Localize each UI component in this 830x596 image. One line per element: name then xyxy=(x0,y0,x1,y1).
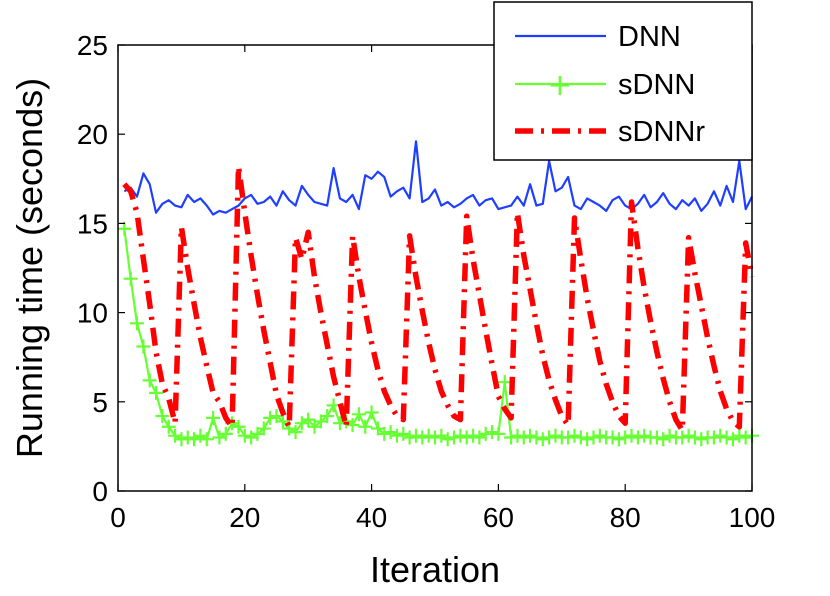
y-tick-label: 15 xyxy=(77,208,108,239)
data-point-sdnn xyxy=(637,428,652,443)
data-point-sdnn xyxy=(263,410,278,425)
data-point-sdnn xyxy=(478,426,493,441)
data-point-sdnn xyxy=(199,432,214,447)
series-line-dnn xyxy=(123,140,753,216)
data-point-sdnn xyxy=(459,430,474,445)
legend-label-sdnnr: sDNNr xyxy=(618,116,705,148)
data-point-sdnn xyxy=(548,428,563,443)
data-point-sdnn xyxy=(535,432,550,447)
data-point-sdnn xyxy=(358,419,373,434)
data-point-sdnn xyxy=(580,432,595,447)
data-point-sdnn xyxy=(516,430,531,445)
data-point-sdnn xyxy=(523,428,538,443)
data-point-sdnn xyxy=(485,425,500,440)
data-point-sdnn xyxy=(573,430,588,445)
data-point-sdnn xyxy=(706,430,721,445)
data-point-sdnn xyxy=(611,432,626,447)
y-tick-label: 10 xyxy=(77,298,108,329)
data-point-sdnn xyxy=(288,425,303,440)
data-point-sdnn xyxy=(345,417,360,432)
data-point-sdnn xyxy=(694,432,709,447)
data-point-sdnn xyxy=(687,430,702,445)
x-tick-label: 40 xyxy=(356,502,387,533)
data-point-sdnn xyxy=(389,428,404,443)
data-point-sdnn xyxy=(275,414,290,429)
data-point-sdnn xyxy=(136,339,151,354)
data-point-sdnn xyxy=(529,430,544,445)
data-point-sdnn xyxy=(440,432,455,447)
data-point-sdnn xyxy=(466,428,481,443)
data-point-sdnn xyxy=(732,428,747,443)
data-point-sdnn xyxy=(510,428,525,443)
data-point-sdnn xyxy=(542,430,557,445)
data-point-sdnn xyxy=(618,430,633,445)
data-point-sdnn xyxy=(675,430,690,445)
x-tick-label: 100 xyxy=(729,502,776,533)
data-point-sdnn xyxy=(402,430,417,445)
data-point-sdnn xyxy=(237,428,252,443)
legend-label-dnn: DNN xyxy=(618,21,681,53)
data-point-sdnn xyxy=(123,271,138,286)
data-point-sdnn xyxy=(155,409,170,424)
x-tick-label: 60 xyxy=(483,502,514,533)
data-point-sdnn xyxy=(491,426,506,441)
data-point-sdnn xyxy=(605,430,620,445)
data-point-sdnn xyxy=(630,430,645,445)
data-point-sdnn xyxy=(738,430,753,445)
data-point-sdnn xyxy=(662,428,677,443)
data-point-sdnn xyxy=(149,385,164,400)
data-point-sdnn xyxy=(256,421,271,436)
data-point-sdnn xyxy=(447,430,462,445)
data-point-sdnn xyxy=(649,430,664,445)
data-point-sdnn xyxy=(301,412,316,427)
data-point-sdnn xyxy=(567,428,582,443)
data-point-sdnn xyxy=(713,428,728,443)
y-tick-label: 0 xyxy=(92,476,108,507)
data-point-sdnn xyxy=(561,430,576,445)
data-point-sdnn xyxy=(218,426,233,441)
data-point-sdnn xyxy=(320,409,335,424)
legend: DNN + sDNN sDNNr xyxy=(493,1,753,161)
data-point-sdnn xyxy=(624,428,639,443)
data-point-sdnn xyxy=(180,430,195,445)
y-axis-label: Running time (seconds) xyxy=(9,78,50,458)
data-point-sdnn xyxy=(130,316,145,331)
data-point-sdnn xyxy=(504,430,519,445)
data-point-sdnn xyxy=(364,405,379,420)
data-point-sdnn xyxy=(117,221,132,236)
series-layer xyxy=(117,140,759,447)
data-point-sdnn xyxy=(161,419,176,434)
x-tick-label: 0 xyxy=(110,502,126,533)
data-point-sdnn xyxy=(719,430,734,445)
y-tick-label: 20 xyxy=(77,119,108,150)
data-point-sdnn xyxy=(586,430,601,445)
data-point-sdnn xyxy=(453,428,468,443)
legend-marker-sdnn: + xyxy=(547,68,572,103)
data-point-sdnn xyxy=(351,407,366,422)
data-point-sdnn xyxy=(408,428,423,443)
x-tick-label: 80 xyxy=(610,502,641,533)
data-point-sdnn xyxy=(377,426,392,441)
y-tick-label: 5 xyxy=(92,387,108,418)
legend-label-sdnn: sDNN xyxy=(618,69,695,101)
data-point-sdnn xyxy=(592,428,607,443)
data-point-sdnn xyxy=(428,430,442,445)
data-point-sdnn xyxy=(681,428,696,443)
legend-box xyxy=(493,1,753,161)
y-tick-label: 25 xyxy=(77,30,108,61)
plot-frame xyxy=(117,44,753,492)
x-tick-label: 20 xyxy=(229,502,260,533)
x-axis-label: Iteration xyxy=(370,549,500,590)
data-point-sdnn xyxy=(231,419,246,434)
data-point-sdnn xyxy=(415,430,430,445)
data-point-sdnn xyxy=(206,410,221,425)
data-point-sdnn xyxy=(142,373,157,388)
series-line-sdnnr xyxy=(122,163,755,434)
data-point-sdnn xyxy=(497,375,512,390)
ticks-layer: 0 20 40 60 80 100 0 5 10 15 20 25 xyxy=(77,30,776,533)
data-point-sdnn xyxy=(174,432,189,447)
data-point-sdnn xyxy=(421,428,436,443)
